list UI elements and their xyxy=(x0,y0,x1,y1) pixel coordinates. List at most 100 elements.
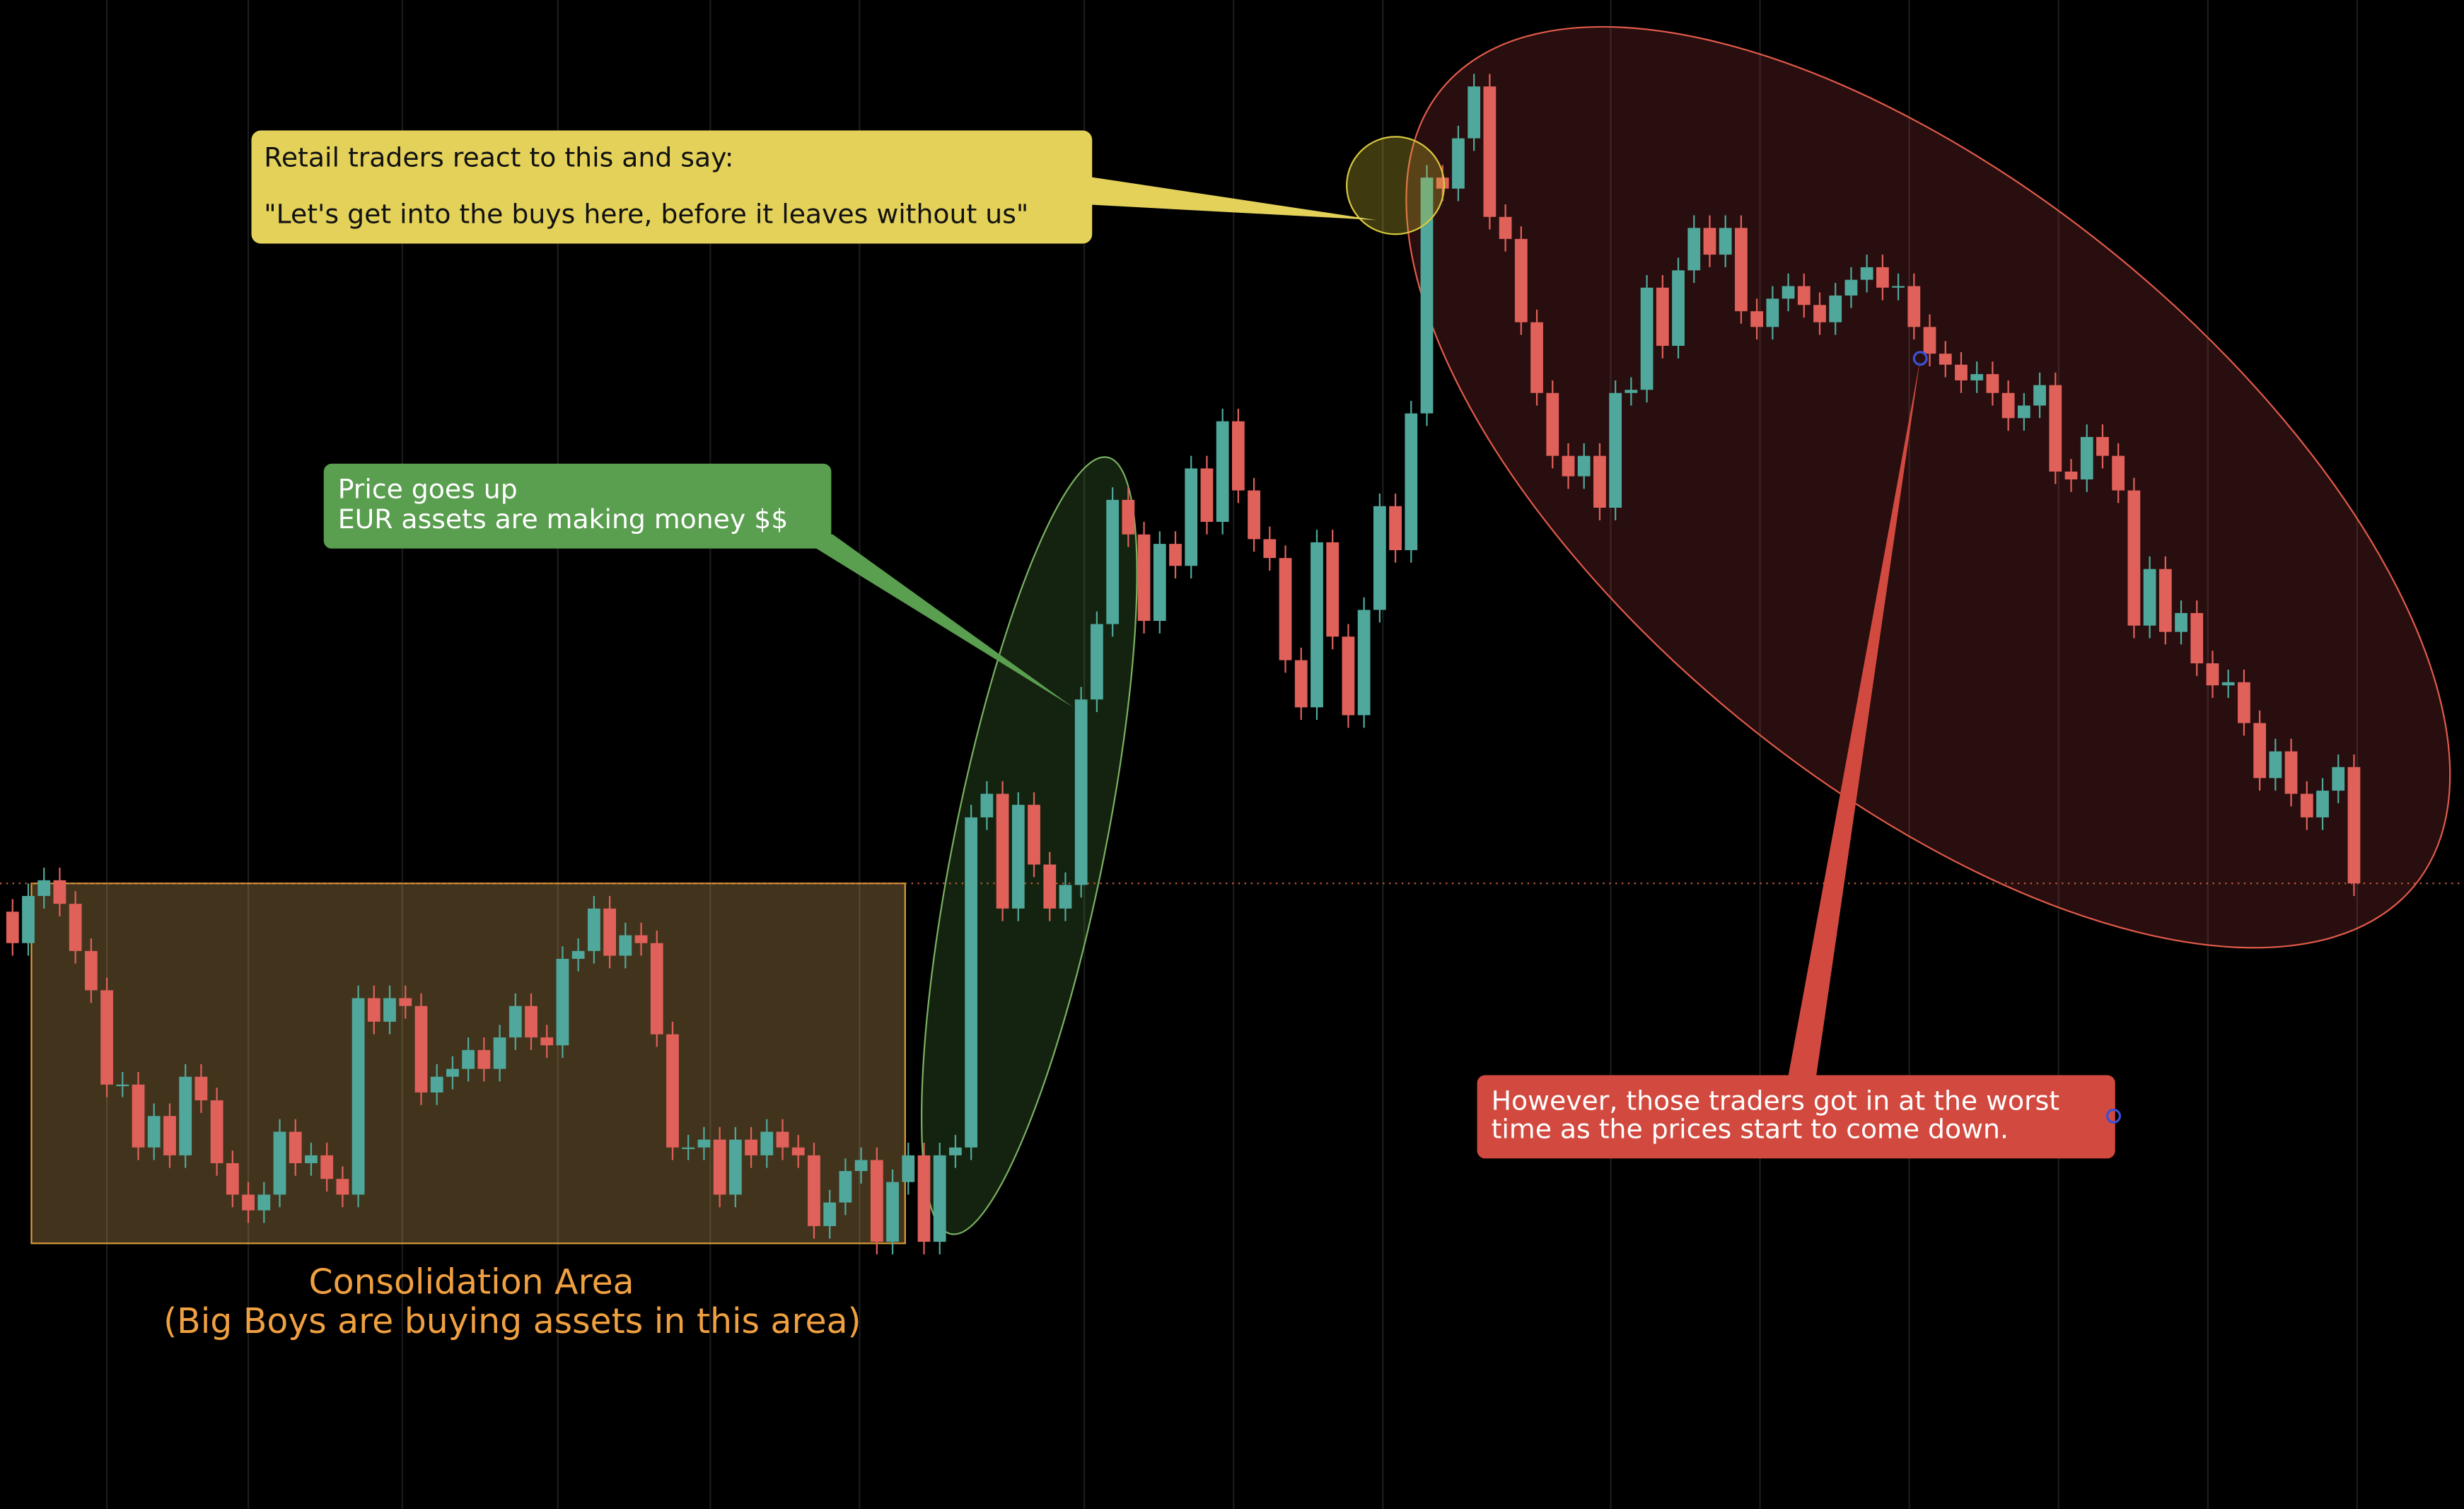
candle-body xyxy=(1499,216,1512,239)
candle-body xyxy=(1326,542,1339,637)
candle-body xyxy=(1923,327,1936,354)
candle-body xyxy=(634,935,648,943)
candle-body xyxy=(870,1160,883,1242)
candle-body xyxy=(1577,455,1591,477)
candle-body xyxy=(226,1163,239,1195)
candle-body xyxy=(37,880,51,897)
candle-body xyxy=(2253,723,2267,779)
candle-body xyxy=(1546,392,1559,456)
candle-body xyxy=(682,1147,695,1149)
candle-body xyxy=(1813,305,1826,322)
candle-body xyxy=(886,1182,899,1242)
candle-body xyxy=(2080,436,2093,479)
price-up-text: EUR assets are making money $$ xyxy=(338,503,789,535)
retail-callout xyxy=(251,130,1093,244)
candle-body xyxy=(1106,499,1120,624)
candle-body xyxy=(257,1194,271,1211)
candle-body xyxy=(1137,534,1151,622)
candle-body xyxy=(1452,138,1465,189)
candle-body xyxy=(1844,279,1858,296)
candle-body xyxy=(1153,544,1166,622)
candle-body xyxy=(509,1006,522,1038)
candle-body xyxy=(100,990,113,1085)
candle-body xyxy=(1514,238,1528,322)
however-text: time as the prices start to come down. xyxy=(1492,1113,2009,1144)
candle-body xyxy=(1530,322,1543,393)
retail-text: "Let's get into the buys here, before it… xyxy=(264,199,1028,230)
candle-body xyxy=(571,950,585,959)
candle-body xyxy=(1687,228,1701,271)
candle-body xyxy=(210,1100,223,1163)
candle-body xyxy=(194,1076,208,1101)
candle-body xyxy=(933,1155,946,1242)
anchor-point xyxy=(2105,1108,2122,1124)
candle-body xyxy=(808,1155,820,1226)
candle-body xyxy=(540,1037,554,1046)
candle-body xyxy=(1216,421,1229,523)
candle-body xyxy=(273,1131,286,1195)
candle-body xyxy=(1609,392,1622,508)
top-circle xyxy=(1346,136,1446,235)
candle-body xyxy=(619,935,632,956)
candle-body xyxy=(1876,267,1889,288)
candle-body xyxy=(1185,468,1198,566)
candle-body xyxy=(791,1147,805,1155)
candle-body xyxy=(1200,468,1214,523)
candle-body xyxy=(1122,499,1135,535)
candle-body xyxy=(179,1076,192,1155)
candle-body xyxy=(2127,490,2141,626)
candle-body xyxy=(1436,177,1449,189)
candle-body xyxy=(525,1006,537,1038)
candle-body xyxy=(2284,751,2298,794)
candle-body xyxy=(6,911,19,943)
candle-body xyxy=(2221,682,2235,686)
candle-body xyxy=(1970,374,1984,380)
candle-body xyxy=(2096,436,2109,456)
candle-body xyxy=(854,1160,868,1172)
candle-body xyxy=(2143,569,2156,626)
candle-body xyxy=(2332,767,2345,791)
candle-body xyxy=(666,1034,679,1148)
candle-body xyxy=(320,1155,334,1179)
candle-body xyxy=(1294,660,1308,708)
candle-body xyxy=(1405,413,1418,551)
candle-body xyxy=(1357,610,1371,716)
candle-body xyxy=(556,958,569,1046)
candle-body xyxy=(1483,86,1497,217)
candle-body xyxy=(289,1131,302,1163)
candle-body xyxy=(1074,699,1088,885)
candle-body xyxy=(163,1116,176,1155)
candle-body xyxy=(603,908,616,956)
candle-body xyxy=(53,880,66,904)
anchor-point xyxy=(1912,351,1928,366)
candle-body xyxy=(980,793,994,817)
candle-body xyxy=(2347,767,2361,884)
candle-body xyxy=(132,1084,145,1148)
candle-body xyxy=(1829,295,1842,322)
candle-body xyxy=(2238,682,2250,723)
candle-body xyxy=(383,998,396,1022)
candle-body xyxy=(2049,385,2062,472)
candle-body xyxy=(1420,177,1434,414)
candle-body xyxy=(414,1006,428,1093)
consolidation-subtitle: (Big Boys are buying assets in this area… xyxy=(163,1301,861,1341)
grid xyxy=(105,0,2359,1509)
candle-body xyxy=(462,1049,475,1069)
however-pointer xyxy=(1786,358,1921,1085)
candle-body xyxy=(1719,228,1732,255)
candle-body xyxy=(22,896,35,943)
candle-body xyxy=(996,793,1009,909)
candle-body xyxy=(1955,364,1968,380)
candle-body xyxy=(1860,267,1873,280)
candle-body xyxy=(446,1068,459,1077)
candle-body xyxy=(336,1179,349,1195)
however-text: However, those traders got in at the wor… xyxy=(1492,1085,2059,1116)
retail-text: Retail traders react to this and say: xyxy=(264,142,733,173)
candle-body xyxy=(1735,228,1748,312)
however-callout xyxy=(1477,1075,2115,1159)
candle-body xyxy=(902,1155,915,1182)
candle-body xyxy=(1907,286,1921,327)
candle-body xyxy=(697,1139,711,1148)
consolidation-title: Consolidation Area xyxy=(309,1262,634,1302)
